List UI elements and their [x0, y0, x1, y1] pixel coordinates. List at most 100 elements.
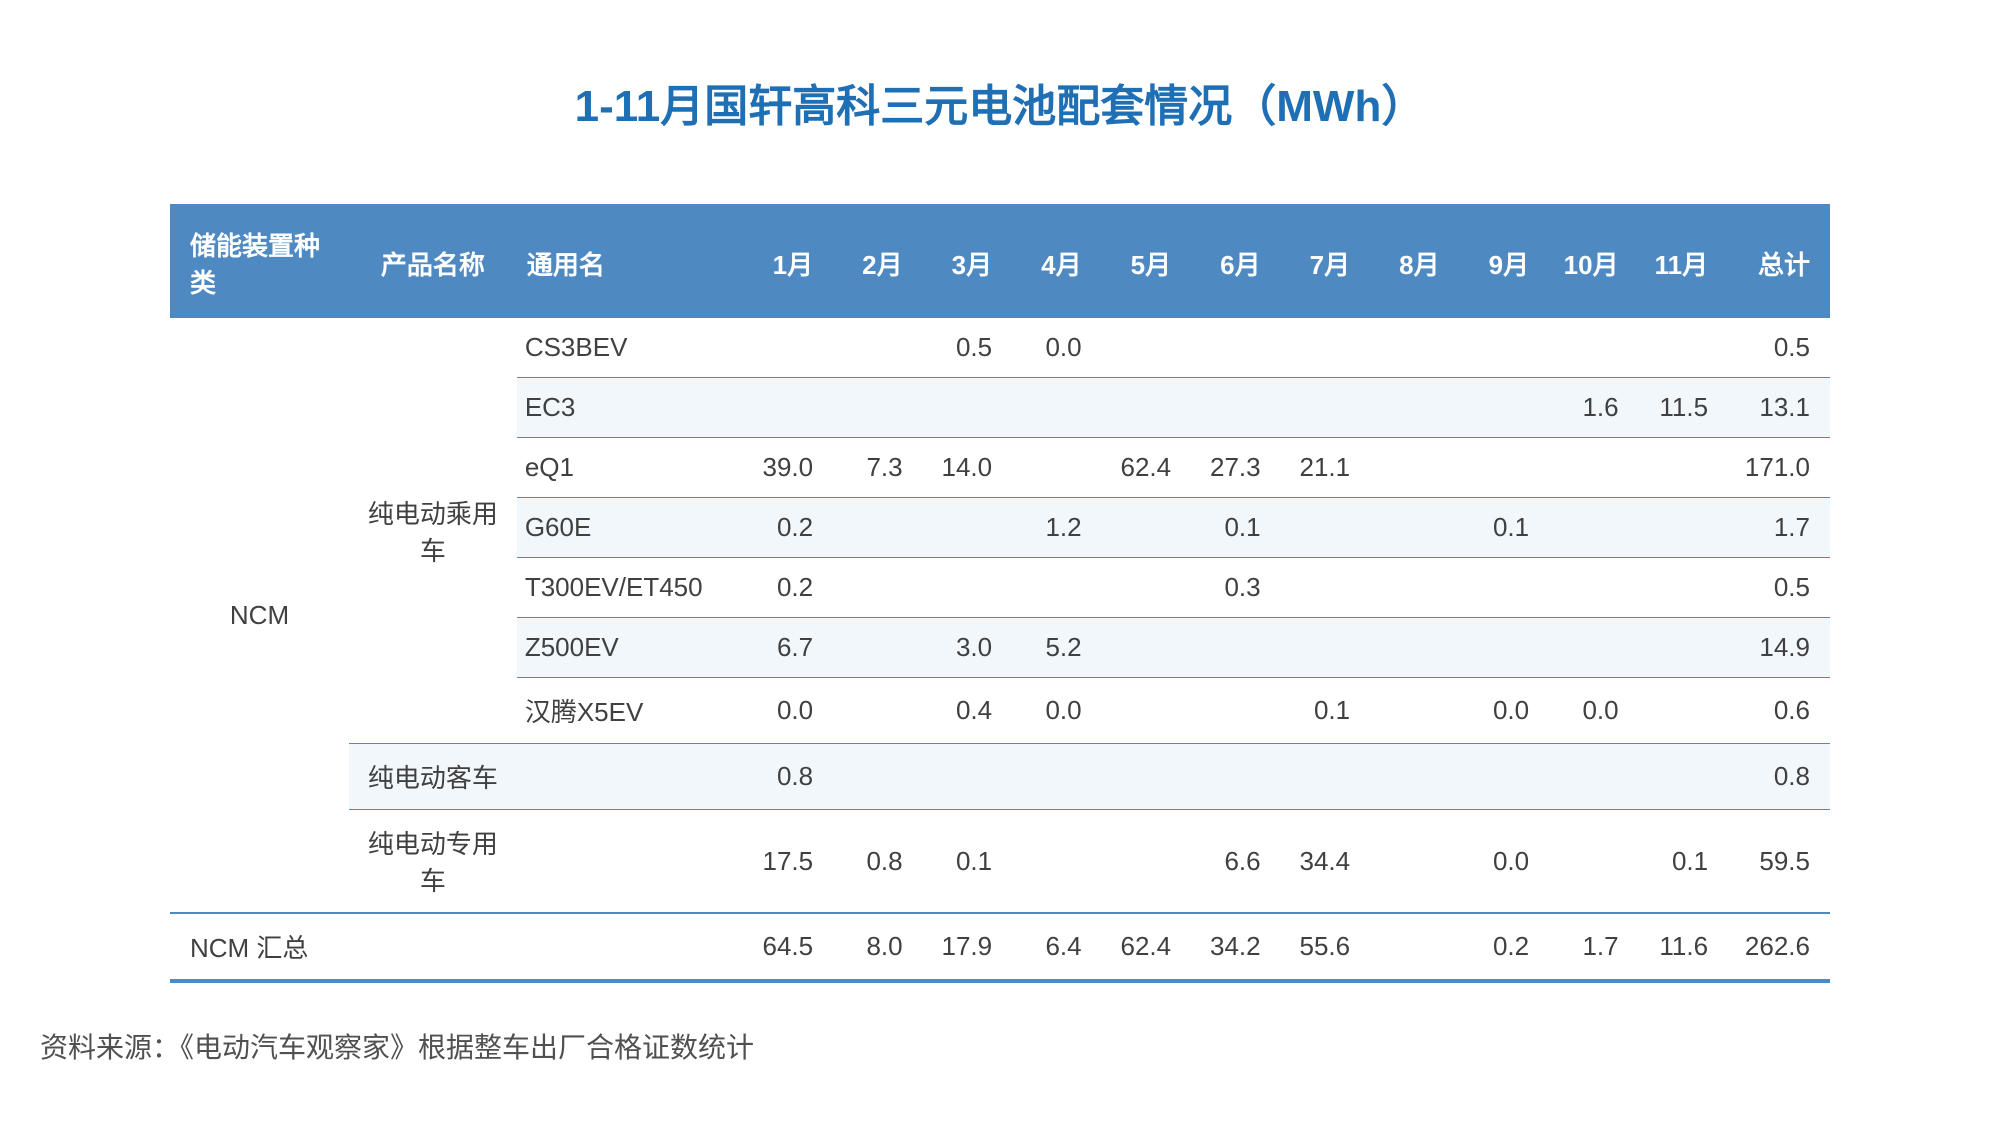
col-m3: 3月 — [913, 206, 1003, 318]
value-cell — [1181, 378, 1271, 438]
value-cell: 0.8 — [823, 810, 913, 914]
value-cell — [1092, 810, 1182, 914]
value-cell — [1181, 744, 1271, 810]
cname-cell: eQ1 — [517, 438, 734, 498]
value-cell — [1092, 378, 1182, 438]
summary-row: NCM 汇总64.58.017.96.462.434.255.60.21.711… — [170, 913, 1830, 981]
value-cell — [1002, 558, 1092, 618]
value-cell — [1092, 618, 1182, 678]
value-cell — [734, 318, 824, 378]
value-cell — [1181, 678, 1271, 744]
value-cell: 0.3 — [1181, 558, 1271, 618]
col-type: 储能装置种类 — [170, 206, 349, 318]
value-cell — [1360, 618, 1450, 678]
total-cell: 171.0 — [1718, 438, 1830, 498]
total-cell: 0.8 — [1718, 744, 1830, 810]
cname-cell: Z500EV — [517, 618, 734, 678]
value-cell — [1271, 558, 1361, 618]
summary-value-cell: 17.9 — [913, 913, 1003, 981]
value-cell — [1360, 744, 1450, 810]
value-cell: 6.6 — [1181, 810, 1271, 914]
cname-cell: EC3 — [517, 378, 734, 438]
value-cell — [823, 744, 913, 810]
col-cname: 通用名 — [517, 206, 734, 318]
value-cell: 0.0 — [1450, 678, 1540, 744]
page-title: 1-11月国轩高科三元电池配套情况（MWh） — [0, 70, 2000, 134]
value-cell: 14.0 — [913, 438, 1003, 498]
col-pname: 产品名称 — [349, 206, 517, 318]
value-cell: 0.4 — [913, 678, 1003, 744]
value-cell — [1092, 678, 1182, 744]
col-m6: 6月 — [1181, 206, 1271, 318]
value-cell — [1092, 744, 1182, 810]
value-cell — [1360, 378, 1450, 438]
cname-cell: 汉腾X5EV — [517, 678, 734, 744]
summary-value-cell: 64.5 — [734, 913, 824, 981]
value-cell — [1271, 378, 1361, 438]
value-cell — [1092, 558, 1182, 618]
value-cell — [1450, 618, 1540, 678]
value-cell: 0.1 — [913, 810, 1003, 914]
value-cell — [1539, 438, 1629, 498]
total-cell: 59.5 — [1718, 810, 1830, 914]
value-cell: 0.1 — [1450, 498, 1540, 558]
value-cell: 17.5 — [734, 810, 824, 914]
summary-value-cell: 1.7 — [1539, 913, 1629, 981]
value-cell: 1.6 — [1539, 378, 1629, 438]
value-cell — [1360, 498, 1450, 558]
table-row: NCM纯电动乘用车CS3BEV0.50.00.5 — [170, 318, 1830, 378]
value-cell — [1629, 318, 1719, 378]
col-m5: 5月 — [1092, 206, 1182, 318]
value-cell — [1092, 498, 1182, 558]
col-m11: 11月 — [1629, 206, 1719, 318]
value-cell: 62.4 — [1092, 438, 1182, 498]
total-cell: 14.9 — [1718, 618, 1830, 678]
value-cell — [823, 558, 913, 618]
value-cell: 0.0 — [1002, 318, 1092, 378]
value-cell — [1360, 558, 1450, 618]
source-label: 资料来源：《电动汽车观察家》根据整车出厂合格证数统计 — [40, 1026, 754, 1066]
value-cell — [913, 744, 1003, 810]
value-cell: 0.1 — [1629, 810, 1719, 914]
value-cell: 1.2 — [1002, 498, 1092, 558]
summary-value-cell: 6.4 — [1002, 913, 1092, 981]
value-cell: 0.1 — [1271, 678, 1361, 744]
value-cell — [1629, 744, 1719, 810]
col-m1: 1月 — [734, 206, 824, 318]
value-cell — [1181, 618, 1271, 678]
value-cell — [1360, 318, 1450, 378]
value-cell — [1271, 744, 1361, 810]
total-cell: 1.7 — [1718, 498, 1830, 558]
col-m8: 8月 — [1360, 206, 1450, 318]
value-cell: 0.2 — [734, 558, 824, 618]
value-cell: 27.3 — [1181, 438, 1271, 498]
col-m7: 7月 — [1271, 206, 1361, 318]
value-cell — [1629, 618, 1719, 678]
summary-value-cell: 62.4 — [1092, 913, 1182, 981]
value-cell — [1360, 438, 1450, 498]
value-cell — [1629, 498, 1719, 558]
value-cell — [1450, 378, 1540, 438]
value-cell — [913, 558, 1003, 618]
summary-value-cell: 0.2 — [1450, 913, 1540, 981]
col-m9: 9月 — [1450, 206, 1540, 318]
col-m10: 10月 — [1539, 206, 1629, 318]
col-m2: 2月 — [823, 206, 913, 318]
value-cell: 0.8 — [734, 744, 824, 810]
value-cell — [823, 618, 913, 678]
value-cell: 34.4 — [1271, 810, 1361, 914]
value-cell — [1002, 744, 1092, 810]
type-cell: NCM — [170, 318, 349, 913]
value-cell — [1629, 678, 1719, 744]
value-cell — [1181, 318, 1271, 378]
total-cell: 0.5 — [1718, 318, 1830, 378]
cname-cell — [517, 810, 734, 914]
value-cell — [823, 378, 913, 438]
summary-total-cell: 262.6 — [1718, 913, 1830, 981]
value-cell: 21.1 — [1271, 438, 1361, 498]
value-cell — [1539, 558, 1629, 618]
summary-value-cell: 8.0 — [823, 913, 913, 981]
summary-value-cell: 55.6 — [1271, 913, 1361, 981]
cname-cell: T300EV/ET450 — [517, 558, 734, 618]
value-cell — [1360, 678, 1450, 744]
